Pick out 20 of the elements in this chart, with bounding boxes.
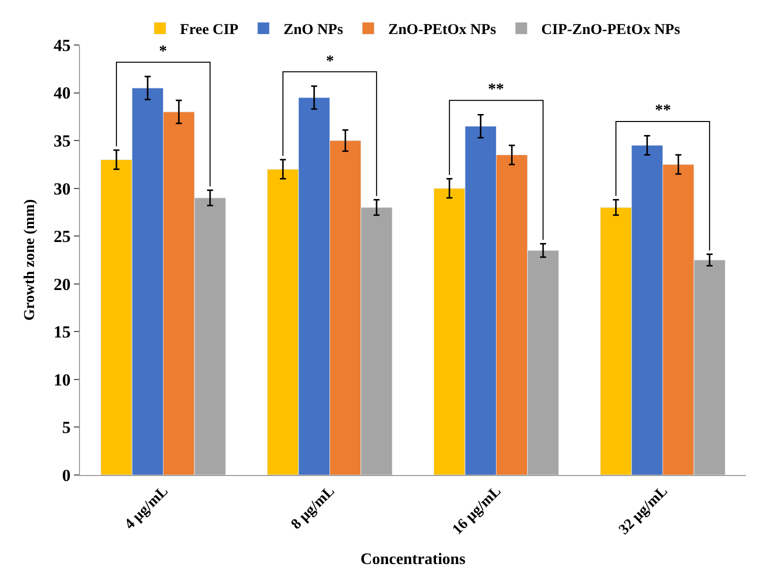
y-tick-label: 5 [62, 418, 71, 438]
legend-label: CIP-ZnO-PEtOx NPs [541, 22, 680, 38]
legend-label: Free CIP [180, 22, 238, 38]
y-tick-label: 0 [62, 466, 71, 485]
y-tick-label: 25 [54, 227, 71, 246]
y-tick-label: 30 [54, 179, 71, 198]
x-axis-title: Concentrations [360, 550, 466, 568]
y-tick-label: 35 [54, 132, 71, 151]
y-tick-label: 20 [54, 274, 71, 294]
annotation: ** [655, 102, 671, 119]
y-tick-label: 40 [54, 84, 71, 103]
annotation: * [326, 53, 334, 70]
y-axis-title: Growth zone (mm) [22, 199, 38, 321]
legend-label: ZnO-PEtOx NPs [388, 22, 496, 38]
legend-label: ZnO NPs [283, 22, 344, 38]
y-tick-label: 10 [54, 370, 71, 390]
annotation: * [159, 43, 167, 60]
annotation: ** [488, 81, 504, 98]
y-tick-label: 45 [54, 36, 71, 55]
y-tick-label: 15 [54, 322, 71, 342]
